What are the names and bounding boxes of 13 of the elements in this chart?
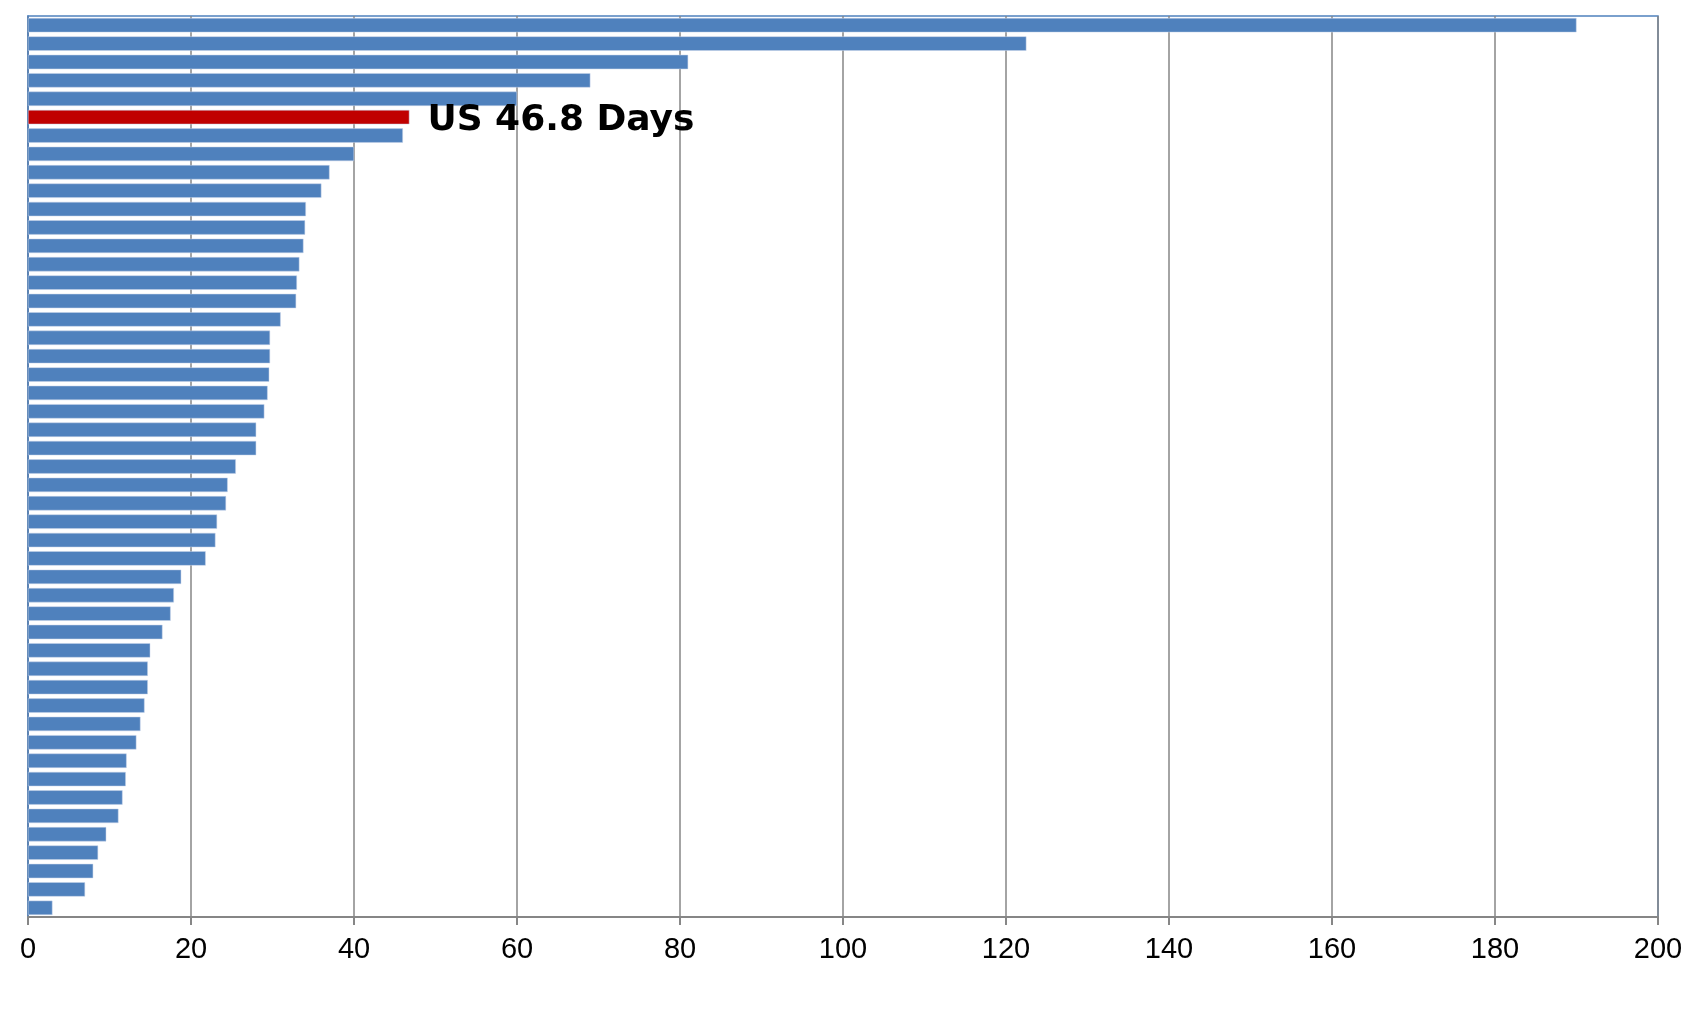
x-tick-label: 180 bbox=[1470, 931, 1520, 964]
x-tick-label: 140 bbox=[1144, 931, 1194, 964]
data-label: US 46.8 Days bbox=[427, 96, 695, 138]
x-tick-label: 80 bbox=[663, 931, 697, 964]
x-tick-label: 120 bbox=[981, 931, 1031, 964]
x-tick-label: 0 bbox=[19, 931, 37, 964]
bar bbox=[28, 109, 410, 125]
x-tick-label: 100 bbox=[818, 931, 868, 964]
x-tick-label: 200 bbox=[1633, 931, 1683, 964]
x-tick-label: 40 bbox=[337, 931, 371, 964]
x-tick-label: 20 bbox=[174, 931, 208, 964]
x-tick-label: 60 bbox=[500, 931, 534, 964]
x-tick-label: 160 bbox=[1307, 931, 1357, 964]
